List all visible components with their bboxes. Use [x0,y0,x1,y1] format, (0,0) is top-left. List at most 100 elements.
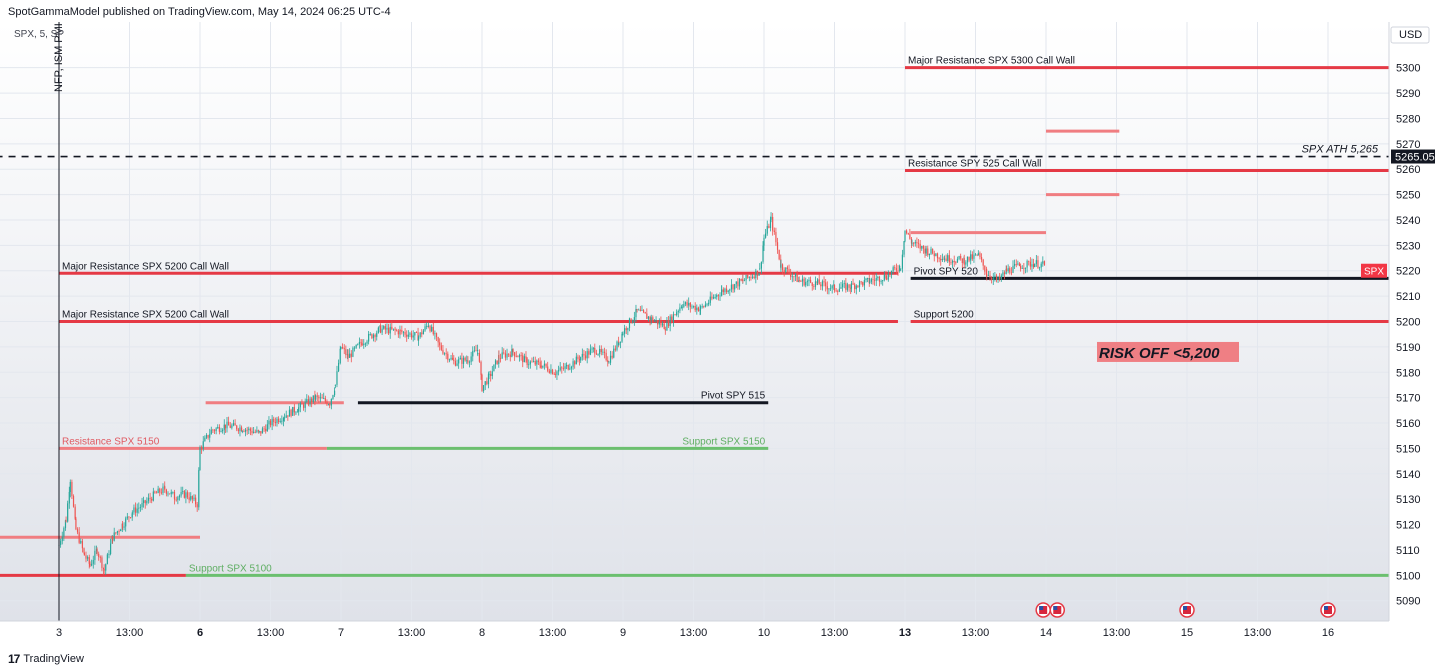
candle-body [285,415,287,418]
price-axis[interactable]: 5090 5100 5110 5120 5130 5140 5150 5160 5170 5180… [1388,22,1435,621]
candle-body [162,486,164,493]
candle-body [236,425,238,430]
candle-body [722,289,724,293]
candle-body [803,278,805,286]
candle-body [790,273,792,277]
candle-body [426,325,428,327]
candle-body [496,360,498,364]
candle-body [890,270,893,275]
y-tick-label: 5100 [1396,570,1420,582]
candle-body [742,279,744,281]
candle-body [928,253,930,256]
candle-body [925,248,927,254]
candle-body [855,285,857,290]
candle-body [562,368,565,369]
candle-body [930,248,932,254]
candle-body [141,502,143,508]
candle-body [332,395,334,399]
candle-body [1038,267,1041,269]
candle-body [835,290,837,292]
candle-body [340,347,342,349]
candle-body [950,262,952,264]
candle-body [575,356,577,365]
candle-body [900,268,902,270]
candle-body [574,361,576,365]
candle-body [826,286,828,290]
candle-body [396,330,398,332]
x-tick-label: 13:00 [257,627,285,639]
candle-body [961,258,963,264]
candle-body [290,409,292,416]
level-label: Major Resistance SPX 5300 Call Wall [908,56,1075,67]
candle-body [933,253,935,257]
candle-body [837,290,839,292]
candle-body [281,420,283,422]
candle-body [101,557,103,568]
candle-body [85,555,87,559]
tradingview-logo-mark: 17 [8,652,20,666]
candle-body [756,270,759,276]
candle-body [858,281,861,287]
candle-body [246,429,248,431]
x-tick-label: 13:00 [962,627,990,639]
candle-body [737,281,739,287]
candle-body [278,418,280,422]
candle-body [1010,272,1012,274]
candle-body [237,429,239,432]
tradingview-logo[interactable]: 17 TradingView [8,652,84,666]
candle-body [384,326,386,330]
level-label: Pivot SPY 515 [701,391,766,402]
candle-body [299,403,301,408]
footer: 17 TradingView [0,648,1456,671]
candle-body [217,426,219,429]
candle-body [1024,267,1027,269]
candle-body [435,333,438,338]
candle-body [453,359,455,362]
candle-body [711,296,713,299]
candle-body [820,284,822,287]
candle-body [883,274,885,281]
candle-body [106,554,108,565]
candle-body [697,307,700,312]
level-label: Pivot SPY 520 [914,266,979,277]
candle-body [326,401,328,405]
candle-body [821,281,824,287]
candle-body [938,258,940,259]
candle-body [696,307,698,311]
candle-body [1018,263,1021,266]
candle-body [922,245,925,249]
candle-body [115,532,117,534]
candle-body [165,489,167,494]
candle-body [636,309,638,310]
candle-body [111,535,114,541]
candle-body [188,497,190,500]
price-chart[interactable]: Major Resistance SPX 5300 Call Wall SPX A… [0,0,1456,648]
candle-body [616,341,618,350]
candle-body [407,334,409,337]
candle-body [625,328,627,331]
candle-body [506,353,508,358]
candle-body [846,284,849,290]
candle-body [345,349,347,356]
candle-body [64,520,67,529]
y-tick-label: 5110 [1396,545,1420,557]
candle-body [96,549,98,554]
candle-body [717,294,719,296]
candle-body [965,262,967,265]
candle-body [461,357,463,364]
candle-body [554,374,556,375]
candle-body [850,287,852,289]
candle-body [202,441,204,449]
ath-badge-label: 5265.05 [1395,152,1435,164]
candle-body [224,424,226,429]
time-axis[interactable]: 3 13:00 6 13:00 7 13:00 8 13:00 9 13:00 10 13:00 13 1… [0,620,1389,639]
candle-body [921,245,923,249]
candle-body [228,421,230,426]
candle-body [89,563,91,566]
candle-body [273,418,275,422]
x-tick-label: 7 [338,627,344,639]
candle-body [415,332,418,333]
candle-body [350,353,352,357]
candle-body [1002,272,1004,276]
candle-body [231,425,233,428]
